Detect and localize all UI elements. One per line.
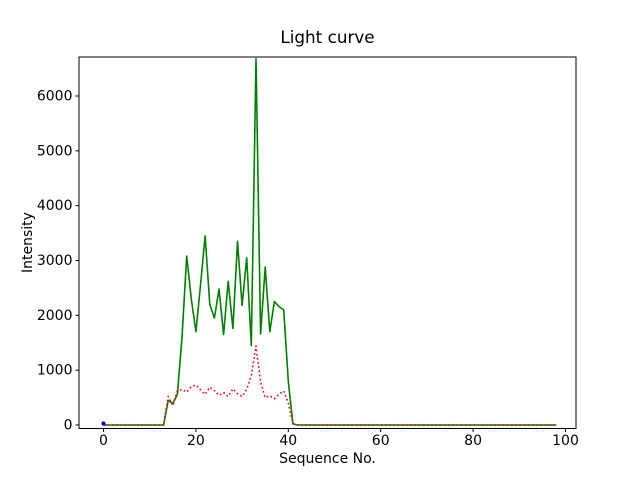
y-tick-label: 5000 [37,143,73,159]
y-axis-label: Intensity [20,212,36,273]
y-tick-label: 1000 [37,363,73,379]
x-tick-label: 20 [187,433,205,449]
chart-title: Light curve [280,27,375,47]
y-tick-label: 4000 [37,198,73,214]
x-tick-label: 60 [372,433,390,449]
y-tick-label: 2000 [37,308,73,324]
green-light-curve [103,57,557,426]
y-tick-label: 0 [64,418,73,434]
y-tick-label: 6000 [37,89,73,105]
x-tick-label: 100 [552,433,579,449]
blue-origin-marker [101,421,106,426]
x-tick-label: 0 [99,433,108,449]
x-tick-label: 40 [279,433,297,449]
y-tick-label: 3000 [37,253,73,269]
x-tick-label: 80 [464,433,482,449]
x-axis-label: Sequence No. [279,451,376,467]
axes-spines [78,56,577,429]
